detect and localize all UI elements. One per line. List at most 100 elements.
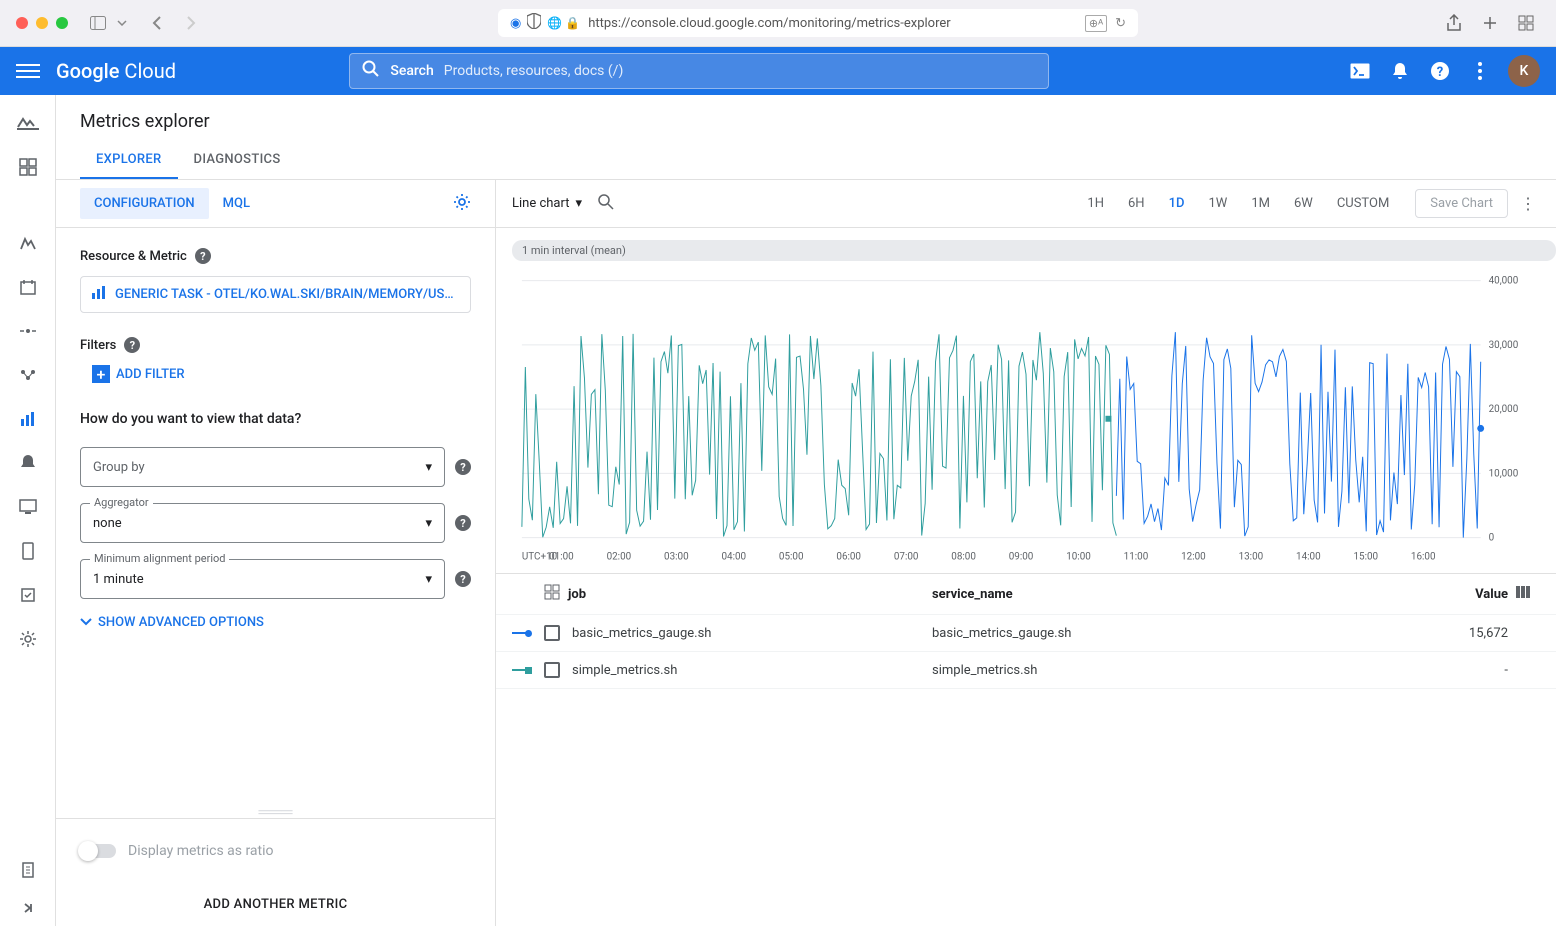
time-range-1h[interactable]: 1H: [1077, 190, 1114, 217]
managed-icon[interactable]: [16, 583, 40, 607]
uptime-icon[interactable]: [16, 275, 40, 299]
svg-text:14:00: 14:00: [1296, 551, 1321, 562]
left-nav-rail: [0, 95, 56, 926]
avatar[interactable]: K: [1508, 55, 1540, 87]
tab-mql[interactable]: MQL: [209, 188, 264, 219]
dropdown-icon: ▾: [425, 572, 432, 587]
slo-icon[interactable]: [16, 539, 40, 563]
url-bar[interactable]: ◉ 🌐 🔒 https://console.cloud.google.com/m…: [498, 9, 1138, 37]
svg-text:40,000: 40,000: [1489, 276, 1519, 287]
permissions-icon[interactable]: [16, 858, 40, 882]
time-range-custom[interactable]: CUSTOM: [1327, 190, 1399, 217]
columns-icon[interactable]: [1516, 586, 1540, 602]
dashboard-icon[interactable]: [16, 155, 40, 179]
dropdown-icon: ▾: [575, 196, 582, 211]
legend-header-value[interactable]: Value: [1408, 587, 1508, 602]
more-menu-icon[interactable]: [1468, 59, 1492, 83]
metric-selector[interactable]: GENERIC TASK - OTEL/KO.WAL.SKI/BRAIN/MEM…: [80, 276, 471, 313]
drag-handle[interactable]: ═══: [56, 806, 495, 818]
chevron-down-icon[interactable]: [108, 9, 136, 37]
gcp-logo[interactable]: Google Cloud: [56, 59, 176, 83]
add-filter-button[interactable]: + ADD FILTER: [92, 365, 471, 383]
svg-text:15:00: 15:00: [1353, 551, 1378, 562]
minimize-window-button[interactable]: [36, 17, 48, 29]
svg-text:11:00: 11:00: [1124, 551, 1149, 562]
tabs-icon[interactable]: [1512, 9, 1540, 37]
shield-icon: ◉: [510, 16, 521, 31]
legend-row[interactable]: simple_metrics.shsimple_metrics.sh-: [496, 652, 1556, 689]
notifications-icon[interactable]: [1388, 59, 1412, 83]
chart-type-select[interactable]: Line chart ▾: [512, 196, 582, 211]
time-range-1w[interactable]: 1W: [1198, 190, 1237, 217]
browser-chrome: ◉ 🌐 🔒 https://console.cloud.google.com/m…: [0, 0, 1556, 47]
help-icon[interactable]: ?: [124, 337, 140, 353]
tab-diagnostics[interactable]: DIAGNOSTICS: [178, 140, 297, 179]
share-icon[interactable]: [1440, 9, 1468, 37]
legend-service: simple_metrics.sh: [932, 663, 1408, 678]
chart-area[interactable]: 010,00020,00030,00040,000UTC+1001:0002:0…: [496, 261, 1556, 573]
back-button[interactable]: [144, 9, 172, 37]
ratio-toggle[interactable]: [80, 844, 116, 858]
monitoring-icon[interactable]: [16, 111, 40, 135]
config-gear-icon[interactable]: [453, 193, 471, 215]
collapse-rail-icon[interactable]: [16, 902, 40, 926]
svg-text:09:00: 09:00: [1009, 551, 1034, 562]
svg-text:06:00: 06:00: [836, 551, 861, 562]
maximize-window-button[interactable]: [56, 17, 68, 29]
forward-button[interactable]: [176, 9, 204, 37]
aggregator-label: Aggregator: [90, 496, 153, 509]
error-reporting-icon[interactable]: [16, 495, 40, 519]
svg-text:01:00: 01:00: [549, 551, 574, 562]
show-advanced-button[interactable]: SHOW ADVANCED OPTIONS: [80, 615, 471, 630]
svg-text:12:00: 12:00: [1181, 551, 1206, 562]
legend-header-service[interactable]: service_name: [932, 587, 1408, 602]
legend-row[interactable]: basic_metrics_gauge.shbasic_metrics_gaug…: [496, 615, 1556, 652]
settings-icon[interactable]: [16, 627, 40, 651]
time-range-6h[interactable]: 6H: [1118, 190, 1155, 217]
legend-checkbox[interactable]: [544, 662, 560, 678]
group-by-select[interactable]: Group by ▾: [80, 447, 445, 487]
ratio-toggle-label: Display metrics as ratio: [128, 843, 274, 859]
services-icon[interactable]: [16, 231, 40, 255]
series-swatch: [512, 630, 532, 637]
groups-icon[interactable]: [16, 363, 40, 387]
legend-checkbox[interactable]: [544, 625, 560, 641]
tab-configuration[interactable]: CONFIGURATION: [80, 188, 209, 219]
svg-text:13:00: 13:00: [1239, 551, 1264, 562]
translate-icon[interactable]: ⊕ᴬ: [1085, 15, 1107, 32]
metrics-explorer-icon[interactable]: [16, 407, 40, 431]
time-range-6w[interactable]: 6W: [1284, 190, 1323, 217]
view-question: How do you want to view that data?: [80, 411, 471, 427]
time-range-1m[interactable]: 1M: [1241, 190, 1280, 217]
grid-icon[interactable]: [544, 584, 560, 604]
hamburger-menu-icon[interactable]: [16, 59, 40, 83]
zoom-icon[interactable]: [598, 194, 614, 214]
add-another-metric-button[interactable]: ADD ANOTHER METRIC: [56, 883, 495, 926]
help-icon[interactable]: ?: [455, 515, 471, 531]
help-icon[interactable]: ?: [1428, 59, 1452, 83]
search-bar[interactable]: Search: [349, 53, 1049, 89]
legend-header-job[interactable]: job: [568, 587, 586, 602]
new-tab-icon[interactable]: [1476, 9, 1504, 37]
alignment-label: Minimum alignment period: [90, 552, 229, 565]
help-icon[interactable]: ?: [195, 248, 211, 264]
search-input[interactable]: [444, 63, 1037, 79]
resource-metric-label: Resource & Metric ?: [80, 248, 471, 264]
gcp-top-bar: Google Cloud Search ? K: [0, 47, 1556, 95]
close-window-button[interactable]: [16, 17, 28, 29]
bar-chart-icon: [91, 285, 107, 304]
filters-label: Filters ?: [80, 337, 471, 353]
legend-service: basic_metrics_gauge.sh: [932, 626, 1408, 641]
time-range-1d[interactable]: 1D: [1159, 190, 1195, 217]
alignment-select[interactable]: 1 minute ▾: [80, 559, 445, 599]
cloud-shell-icon[interactable]: [1348, 59, 1372, 83]
refresh-icon[interactable]: ↻: [1115, 16, 1126, 31]
tab-explorer[interactable]: EXPLORER: [80, 140, 178, 179]
integrations-icon[interactable]: [16, 319, 40, 343]
chart-more-menu-icon[interactable]: ⋮: [1516, 194, 1540, 213]
help-icon[interactable]: ?: [455, 459, 471, 475]
help-icon[interactable]: ?: [455, 571, 471, 587]
save-chart-button[interactable]: Save Chart: [1415, 189, 1508, 218]
aggregator-select[interactable]: none ▾: [80, 503, 445, 543]
alerting-icon[interactable]: [16, 451, 40, 475]
